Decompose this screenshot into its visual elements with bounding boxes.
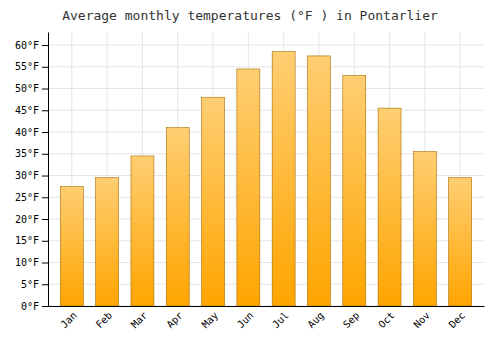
x-tick-label: Jun xyxy=(235,310,256,331)
y-tick: 0°F xyxy=(21,301,48,312)
y-tick: 55°F xyxy=(15,61,48,72)
x-tick: Mar xyxy=(129,306,150,330)
y-tick-label: 40°F xyxy=(15,127,39,138)
x-axis: Jan Feb Mar Apr May Jun Jul Aug Sep Oct Nov Dec xyxy=(49,306,485,330)
y-tick-label: 15°F xyxy=(15,235,39,246)
x-tick: Jul xyxy=(270,306,291,330)
y-axis: 0°F 5°F 10°F 15°F 20°F 25°F 30°F 35°F 40°F 45°F 50… xyxy=(15,33,49,312)
y-tick-mark xyxy=(42,197,48,198)
y-tick: 10°F xyxy=(15,257,48,268)
bar xyxy=(378,108,401,306)
y-tick: 50°F xyxy=(15,83,48,94)
y-tick-mark xyxy=(42,306,48,307)
y-tick-mark xyxy=(42,67,48,68)
x-tick: Aug xyxy=(305,306,326,330)
x-tick-label: Jan xyxy=(58,310,79,331)
y-tick-label: 10°F xyxy=(15,257,39,268)
bar xyxy=(131,156,154,306)
y-tick: 45°F xyxy=(15,105,48,116)
x-tick-label: Feb xyxy=(94,310,115,331)
bar xyxy=(272,52,295,306)
bar xyxy=(60,186,83,306)
x-tick: Dec xyxy=(447,306,468,330)
x-tick: Sep xyxy=(341,306,362,330)
bar xyxy=(307,56,330,306)
y-tick-label: 50°F xyxy=(15,83,39,94)
x-tick-label: May xyxy=(200,310,221,331)
y-tick-label: 5°F xyxy=(21,279,39,290)
y-tick-label: 45°F xyxy=(15,105,39,116)
y-tick: 5°F xyxy=(21,279,48,290)
x-tick: Nov xyxy=(411,306,432,330)
y-tick-mark xyxy=(42,263,48,264)
y-tick-label: 60°F xyxy=(15,40,39,51)
title: Average monthly temperatures (°F ) in Po… xyxy=(62,8,438,23)
y-tick-mark xyxy=(42,219,48,220)
x-tick: Jan xyxy=(58,306,79,330)
bar xyxy=(202,97,225,306)
x-tick: Feb xyxy=(94,306,115,330)
y-axis-line xyxy=(48,33,49,307)
x-axis-line xyxy=(49,306,485,307)
y-tick: 35°F xyxy=(15,148,48,159)
y-tick: 60°F xyxy=(15,40,48,51)
y-tick: 25°F xyxy=(15,192,48,203)
y-grid-line xyxy=(48,132,484,133)
y-tick-label: 20°F xyxy=(15,214,39,225)
y-tick-label: 25°F xyxy=(15,192,39,203)
y-tick-mark xyxy=(42,284,48,285)
bar xyxy=(413,152,436,306)
y-tick-mark xyxy=(42,110,48,111)
y-grid-line xyxy=(48,88,484,89)
y-tick-mark xyxy=(42,89,48,90)
y-tick-label: 35°F xyxy=(15,148,39,159)
x-tick-label: Mar xyxy=(129,310,150,331)
bar xyxy=(449,178,472,306)
x-tick-label: Sep xyxy=(341,310,362,331)
x-tick-label: Apr xyxy=(164,310,185,331)
bar xyxy=(237,69,260,306)
y-tick-mark xyxy=(42,176,48,177)
chart: Jan Feb Mar Apr May Jun Jul Aug Sep Oct Nov Dec 0°F 5… xyxy=(0,0,500,350)
y-grid-line xyxy=(48,66,484,67)
y-tick-mark xyxy=(42,241,48,242)
y-tick: 30°F xyxy=(15,170,48,181)
grid xyxy=(48,32,484,306)
x-tick-label: Dec xyxy=(447,310,468,331)
y-grid-line xyxy=(48,45,484,46)
y-tick-mark xyxy=(42,132,48,133)
y-tick-label: 0°F xyxy=(21,301,39,312)
y-tick-mark xyxy=(42,154,48,155)
x-tick-label: Oct xyxy=(376,310,397,331)
x-tick: May xyxy=(200,306,221,330)
x-tick-label: Nov xyxy=(411,310,432,331)
y-tick-label: 55°F xyxy=(15,61,39,72)
y-tick-mark xyxy=(42,45,48,46)
y-tick: 40°F xyxy=(15,127,48,138)
x-tick: Apr xyxy=(164,306,185,330)
y-tick: 20°F xyxy=(15,214,48,225)
bars xyxy=(60,52,471,306)
bar xyxy=(166,128,189,306)
y-tick-label: 30°F xyxy=(15,170,39,181)
x-tick-label: Jul xyxy=(270,310,291,331)
x-tick-label: Aug xyxy=(305,310,326,331)
x-tick: Jun xyxy=(235,306,256,330)
x-tick: Oct xyxy=(376,306,397,330)
bar xyxy=(96,178,119,306)
y-tick: 15°F xyxy=(15,235,48,246)
plot: Jan Feb Mar Apr May Jun Jul Aug Sep Oct Nov Dec 0°F 5… xyxy=(15,32,485,330)
bar xyxy=(343,75,366,306)
y-grid-line xyxy=(48,110,484,111)
